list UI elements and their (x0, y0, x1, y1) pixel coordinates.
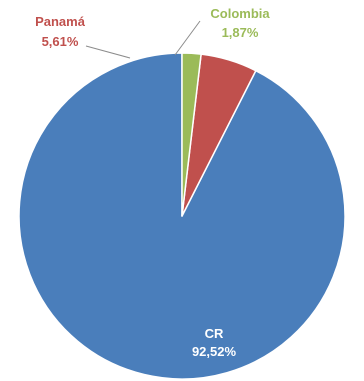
leader-lines (85, 20, 201, 59)
pie-slices (18, 52, 346, 380)
leader-line-panama (85, 45, 131, 59)
slice-value-panama: 5,61% (42, 34, 79, 49)
slice-value-colombia: 1,87% (222, 25, 259, 40)
pie-slice-colombia (181, 52, 202, 217)
slice-label-cr: CR (205, 326, 224, 341)
slice-labels: CR 92,52% Panamá 5,61% Colombia 1,87% (35, 6, 270, 359)
slice-value-cr: 92,52% (192, 344, 237, 359)
leader-line-colombia (174, 20, 201, 56)
slice-label-panama: Panamá (35, 14, 86, 29)
slice-label-colombia: Colombia (210, 6, 270, 21)
